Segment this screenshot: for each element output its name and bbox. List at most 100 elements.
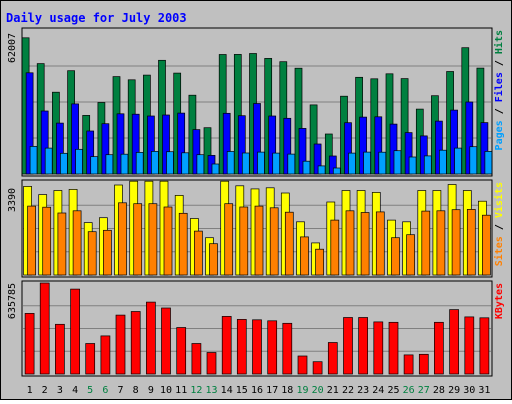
hits-files-pages-bar-pages-day-7 <box>120 153 129 175</box>
hits-files-pages-bar-files-day-3 <box>56 122 64 175</box>
hits-files-pages-bar-pages-day-18 <box>287 153 296 175</box>
visits-sites-bar-sites-day-22 <box>345 210 355 276</box>
hits-files-pages-bar-files-day-20 <box>313 143 322 175</box>
kbytes-legend: KBytes <box>494 283 505 319</box>
hits-files-pages-bar-hits-day-15 <box>233 54 242 175</box>
x-tick-label-day-9: 9 <box>148 385 154 396</box>
visits-sites-bar-sites-day-28 <box>436 210 446 276</box>
hits-files-pages-legend: Pages / Files / Hits <box>493 30 505 150</box>
kbytes-legend-item-0: KBytes <box>494 283 505 319</box>
hits-files-pages-legend-item-2: Files <box>493 72 505 102</box>
kbytes-bar-kbytes-day-21 <box>327 342 338 375</box>
hits-files-pages-bar-pages-day-23 <box>363 151 371 175</box>
hits-files-pages-bar-files-day-31 <box>480 122 489 175</box>
hits-files-pages-bar-pages-day-29 <box>454 147 462 175</box>
chart-title: Daily usage for July 2003 <box>6 11 187 25</box>
kbytes-bar-kbytes-day-27 <box>418 353 429 375</box>
hits-files-pages-bar-files-day-17 <box>268 115 277 175</box>
hits-files-pages-bar-pages-day-10 <box>166 151 174 175</box>
kbytes-bar-kbytes-day-7 <box>115 314 126 375</box>
x-tick-label-day-11: 11 <box>175 385 187 396</box>
hits-files-pages-bar-files-day-2 <box>40 110 49 175</box>
hits-files-pages-legend-item-1: / <box>494 102 505 120</box>
x-tick-label-day-7: 7 <box>117 385 123 396</box>
kbytes-bar-kbytes-day-2 <box>39 282 50 375</box>
visits-sites-bar-sites-day-4 <box>72 210 82 276</box>
x-tick-label-day-13: 13 <box>205 385 217 396</box>
hits-files-pages-ymax-label: 62007 <box>7 33 18 63</box>
hits-files-pages-bar-files-day-29 <box>450 109 458 175</box>
visits-sites-legend-item-0: Sites <box>493 236 505 266</box>
kbytes-bar-kbytes-day-22 <box>343 317 353 375</box>
hits-files-pages-bar-files-day-12 <box>192 129 201 175</box>
hits-files-pages-bar-files-day-7 <box>116 113 125 175</box>
x-tick-label-day-6: 6 <box>102 385 108 396</box>
hits-files-pages-bar-pages-day-26 <box>408 156 417 175</box>
kbytes-bar-kbytes-day-20 <box>312 361 323 375</box>
hits-files-pages-bar-pages-day-5 <box>90 156 99 175</box>
hits-files-pages-bar-pages-day-30 <box>469 146 478 175</box>
x-tick-label-day-30: 30 <box>463 385 475 396</box>
hits-files-pages-bar-pages-day-13 <box>211 163 220 175</box>
visits-sites-bar-sites-day-16 <box>254 205 264 276</box>
visits-sites-bar-sites-day-14 <box>224 203 234 276</box>
x-tick-label-day-26: 26 <box>403 385 415 396</box>
hits-files-pages-bar-files-day-14 <box>222 112 231 175</box>
x-tick-label-day-21: 21 <box>327 385 339 396</box>
visits-sites-bar-sites-day-5 <box>87 231 97 276</box>
kbytes-bar-kbytes-day-14 <box>221 316 232 375</box>
hits-files-pages-bar-files-day-28 <box>435 120 443 175</box>
kbytes-bar-kbytes-day-13 <box>206 352 217 375</box>
kbytes-bar-kbytes-day-23 <box>358 317 368 375</box>
kbytes-bar-kbytes-day-25 <box>388 321 399 375</box>
kbytes-bar-kbytes-day-11 <box>176 327 187 375</box>
hits-files-pages-bar-files-day-11 <box>177 112 186 175</box>
x-tick-label-day-27: 27 <box>418 385 430 396</box>
kbytes-bar-kbytes-day-17 <box>267 320 278 375</box>
x-tick-label-day-4: 4 <box>72 385 78 396</box>
visits-sites-bar-sites-day-21 <box>330 219 340 276</box>
hits-files-pages-bar-files-day-10 <box>162 114 170 175</box>
visits-sites-bar-sites-day-15 <box>239 206 249 276</box>
hits-files-pages-bar-files-day-25 <box>389 123 398 175</box>
visits-sites-bar-sites-day-3 <box>57 212 67 276</box>
hits-files-pages-bar-hits-day-26 <box>400 78 409 175</box>
visits-sites-bar-sites-day-18 <box>284 211 294 276</box>
hits-files-pages-bar-pages-day-1 <box>29 146 38 175</box>
visits-sites-bar-sites-day-27 <box>421 210 431 276</box>
visits-sites-bar-sites-day-7 <box>118 202 127 276</box>
x-tick-label-day-8: 8 <box>133 385 139 396</box>
visits-sites-bar-sites-day-26 <box>406 234 415 276</box>
hits-files-pages-bar-hits-day-13 <box>203 127 212 175</box>
x-tick-label-day-10: 10 <box>160 385 172 396</box>
x-tick-label-day-25: 25 <box>387 385 399 396</box>
hits-files-pages-bar-pages-day-14 <box>226 151 235 175</box>
visits-sites-bar-sites-day-20 <box>315 248 324 276</box>
visits-sites-bar-sites-day-10 <box>163 206 173 276</box>
kbytes-bar-kbytes-day-28 <box>434 321 444 375</box>
x-tick-label-day-16: 16 <box>251 385 263 396</box>
hits-files-pages-bar-pages-day-17 <box>272 152 281 175</box>
kbytes-bar-kbytes-day-16 <box>252 319 262 375</box>
kbytes-bar-kbytes-day-18 <box>282 322 293 375</box>
kbytes-bar-kbytes-day-30 <box>464 316 475 375</box>
x-tick-label-day-14: 14 <box>221 385 233 396</box>
visits-sites-bar-sites-day-30 <box>466 209 476 276</box>
x-tick-label-day-19: 19 <box>296 385 308 396</box>
hits-files-pages-bar-files-day-23 <box>359 116 367 175</box>
visits-sites-bar-sites-day-13 <box>209 243 218 276</box>
x-tick-label-day-17: 17 <box>266 385 278 396</box>
hits-files-pages-bar-pages-day-21 <box>332 167 341 175</box>
kbytes-bar-kbytes-day-26 <box>403 354 414 375</box>
visits-sites-ymax-label: 3390 <box>7 188 18 212</box>
kbytes-bar-kbytes-day-12 <box>191 343 202 375</box>
x-tick-label-day-2: 2 <box>42 385 48 396</box>
visits-sites-bar-sites-day-17 <box>269 207 279 276</box>
hits-files-pages-bar-pages-day-3 <box>60 152 68 175</box>
kbytes-bar-kbytes-day-10 <box>161 307 171 375</box>
x-tick-label-day-18: 18 <box>281 385 293 396</box>
hits-files-pages-bar-files-day-9 <box>147 115 155 175</box>
hits-files-pages-bar-hits-day-18 <box>279 61 288 175</box>
x-tick-label-day-3: 3 <box>57 385 63 396</box>
visits-sites-bar-sites-day-6 <box>103 229 112 276</box>
